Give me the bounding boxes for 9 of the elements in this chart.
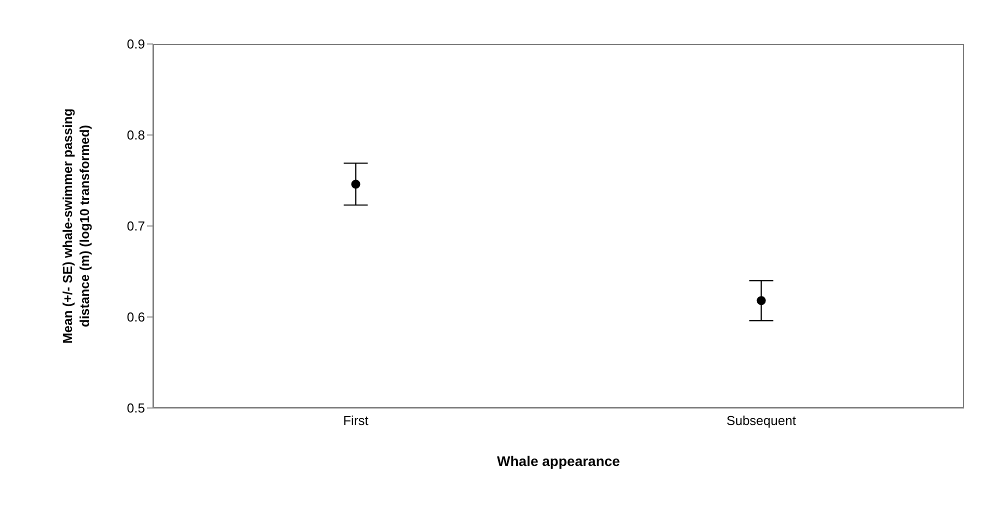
x-tick-label: First [343,413,369,428]
y-tick-label: 0.5 [126,400,145,416]
y-tick-label: 0.7 [126,218,145,234]
x-tick-label: Subsequent [726,413,796,428]
y-axis-title: Mean (+/- SE) whale-swimmer passing distance (m) (log10 transformed) [60,108,92,344]
y-tick-label: 0.8 [126,128,145,143]
y-tick-label: 0.9 [126,36,145,52]
x-axis-title: Whale appearance [497,453,620,469]
y-tick-label: 0.6 [126,310,145,325]
